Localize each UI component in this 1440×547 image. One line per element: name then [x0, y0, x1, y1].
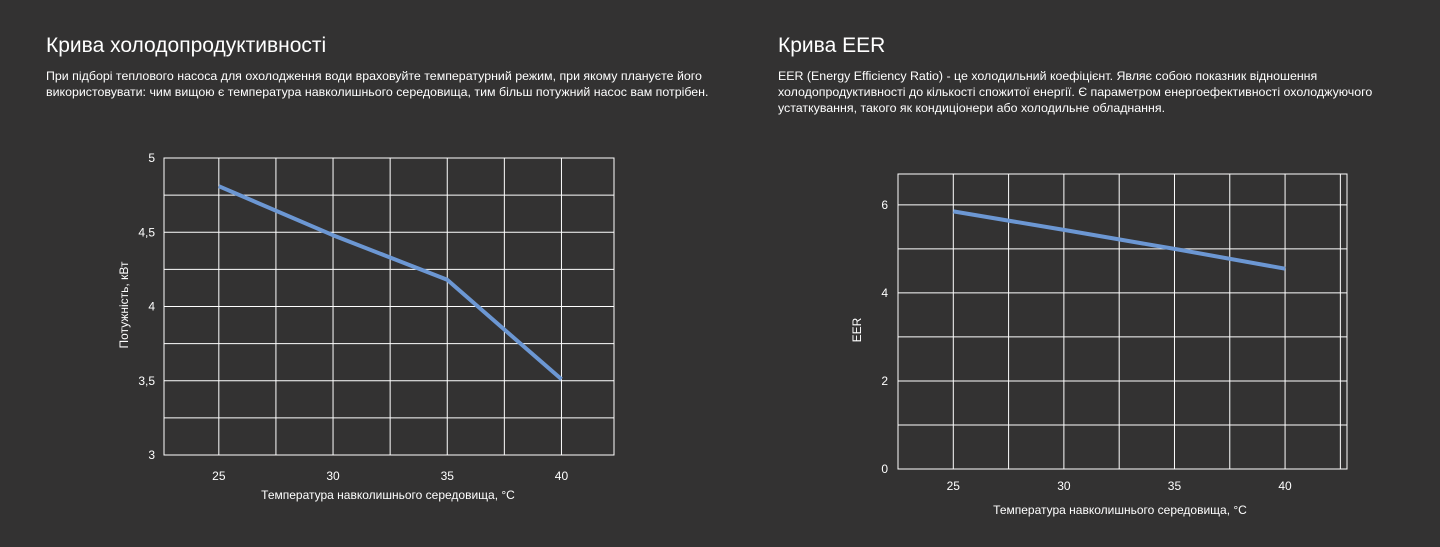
cooling-capacity-panel: Крива холодопродуктивності При підборі т… — [46, 0, 726, 547]
description-line: При підборі теплового насоса для охолодж… — [46, 69, 702, 83]
panel-description: EER (Energy Efficiency Ratio) - це холод… — [778, 68, 1378, 116]
eer-panel: Крива EER EER (Energy Efficiency Ratio) … — [778, 0, 1418, 547]
description-line: устаткування, такого як кондиціонери або… — [778, 101, 1166, 115]
description-line: використовувати: чим вищою є температура… — [46, 85, 709, 99]
panel-title: Крива EER — [778, 34, 886, 57]
panel-title: Крива холодопродуктивності — [46, 34, 327, 57]
panel-description: При підборі теплового насоса для охолодж… — [46, 68, 726, 100]
description-line: EER (Energy Efficiency Ratio) - це холод… — [778, 69, 1318, 83]
description-line: холодопродуктивності до кількості спожит… — [778, 85, 1373, 99]
